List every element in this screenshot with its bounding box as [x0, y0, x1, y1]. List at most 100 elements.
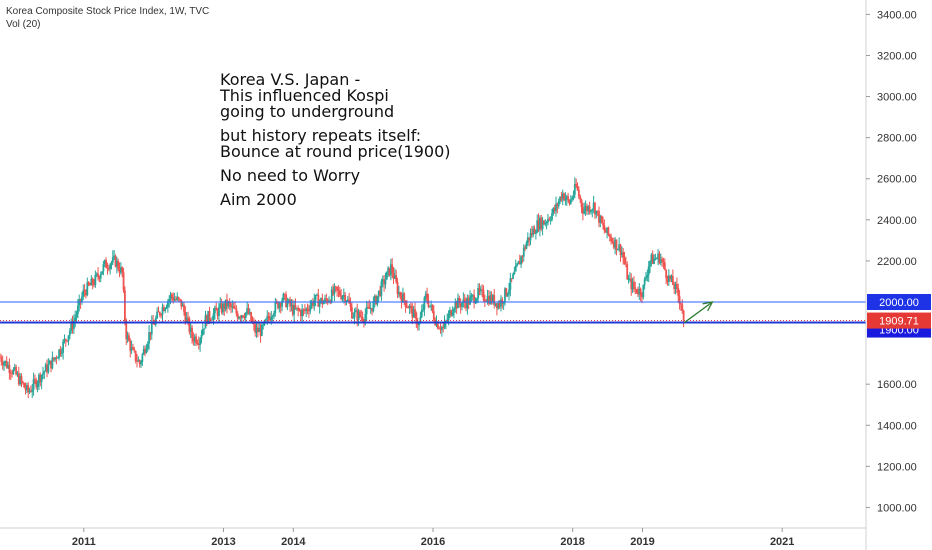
- candle-body: [234, 308, 236, 310]
- candle-body: [487, 296, 490, 304]
- candle-body: [4, 361, 7, 363]
- candle-body: [47, 364, 50, 373]
- candle-body: [212, 313, 215, 320]
- candle-body: [97, 273, 99, 277]
- candle-body: [363, 320, 365, 322]
- candle-body: [551, 213, 553, 220]
- candle-body: [294, 305, 297, 309]
- candle-body: [285, 294, 287, 308]
- candle-body: [125, 321, 128, 340]
- candle-body: [66, 340, 69, 342]
- text-annotation[interactable]: Korea V.S. Japan - This influenced Kospi g…: [220, 72, 451, 208]
- candle-body: [102, 264, 105, 272]
- candle-body: [450, 310, 453, 316]
- candle-body: [118, 268, 121, 273]
- candle-body: [344, 294, 347, 302]
- trend-arrow-head[interactable]: [702, 301, 714, 312]
- candle-body: [544, 222, 547, 225]
- candle-body: [534, 232, 537, 234]
- candle-body: [341, 296, 344, 299]
- candle-body: [427, 300, 430, 307]
- candle-body: [557, 201, 560, 207]
- candle-body: [423, 297, 426, 310]
- candle-body: [475, 298, 478, 302]
- candle-body: [638, 288, 641, 295]
- candle-body: [564, 198, 567, 201]
- trend-arrow[interactable]: [684, 301, 714, 324]
- candle-body: [443, 322, 446, 328]
- candle-body: [138, 360, 141, 365]
- candle-body: [674, 283, 677, 290]
- annotation-line: Bounce at round price(1900): [220, 142, 451, 161]
- candle-body: [404, 300, 407, 307]
- candle-body: [518, 261, 521, 265]
- candle-body: [634, 287, 637, 290]
- candle-body: [552, 208, 555, 214]
- candle-body: [322, 301, 325, 305]
- candle-body: [187, 317, 189, 319]
- candle-body: [587, 206, 590, 211]
- candle-body: [271, 316, 274, 317]
- candle-body: [657, 253, 659, 259]
- candle-body: [122, 272, 125, 291]
- candle-body: [121, 267, 124, 273]
- trend-arrow-shaft[interactable]: [684, 301, 713, 324]
- candle-body: [306, 308, 309, 311]
- candle-body: [457, 298, 459, 309]
- candle-body: [59, 349, 62, 354]
- candle-body: [175, 299, 177, 300]
- candle-body: [36, 383, 39, 388]
- candle-body: [637, 292, 639, 295]
- candle-body: [545, 222, 548, 224]
- candle-body: [671, 275, 674, 285]
- candle-body: [521, 256, 524, 258]
- candle-body: [325, 298, 328, 300]
- candle-body: [250, 312, 253, 322]
- candle-body: [220, 303, 223, 313]
- x-axis[interactable]: 2011 2013 2014 2016 2018 2019 2021: [0, 527, 866, 548]
- candle-body: [293, 305, 296, 315]
- candle-body: [247, 308, 250, 314]
- candle-body: [560, 196, 563, 200]
- annotation-line: This influenced Kospi: [220, 86, 389, 105]
- candle-body: [532, 228, 535, 235]
- candle-body: [290, 304, 293, 307]
- volume-indicator-label[interactable]: Vol (20): [6, 19, 41, 30]
- candle-body: [502, 301, 505, 304]
- candle-body: [533, 228, 536, 234]
- candle-body: [486, 296, 489, 302]
- candle-body: [666, 278, 669, 282]
- candle-body: [63, 339, 66, 342]
- candle-body: [105, 260, 108, 268]
- candle-body: [266, 315, 269, 320]
- candle-body: [228, 302, 231, 305]
- candle-body: [336, 286, 339, 291]
- candle-body: [34, 379, 36, 381]
- candle-body: [630, 278, 633, 290]
- y-axis[interactable]: 3400.00 3200.00 3000.00 2800.00 2600.00 2400.…: [865, 0, 917, 550]
- candle-body: [5, 361, 8, 368]
- candle-body: [180, 299, 183, 307]
- candle-body: [101, 271, 103, 275]
- candle-body: [201, 329, 204, 336]
- candle-body: [29, 390, 32, 392]
- candle-body: [568, 200, 571, 204]
- candle-body: [462, 299, 465, 304]
- candle-body: [85, 291, 87, 296]
- candle-body: [482, 289, 485, 300]
- candle-body: [504, 288, 506, 302]
- candle-body: [72, 320, 75, 329]
- candle-body: [616, 249, 619, 251]
- candle-body: [109, 264, 112, 270]
- candle-body: [15, 367, 18, 375]
- candle-body: [334, 286, 337, 288]
- candle-body: [181, 304, 184, 307]
- candle-body: [114, 255, 117, 267]
- candle-body: [31, 389, 34, 392]
- candle-body: [505, 288, 508, 296]
- candle-body: [117, 261, 120, 269]
- symbol-title[interactable]: Korea Composite Stock Price Index, 1W, T…: [6, 6, 210, 17]
- candle-body: [46, 364, 48, 373]
- candle-body: [340, 295, 343, 299]
